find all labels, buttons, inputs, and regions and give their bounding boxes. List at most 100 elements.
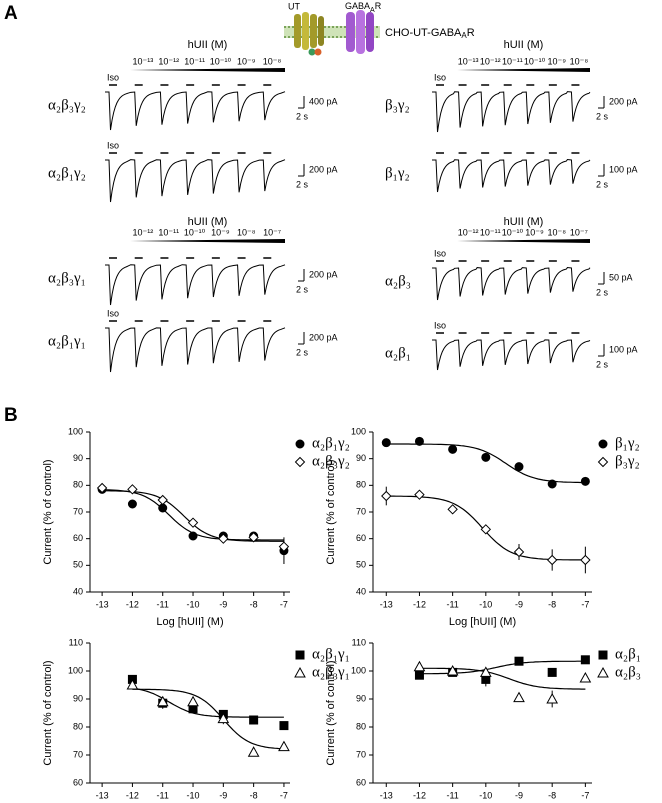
data-point — [188, 697, 198, 706]
y-tick-label: 100 — [351, 426, 366, 436]
current-scale: 200 pA — [309, 332, 338, 342]
x-tick-label: -8 — [548, 599, 556, 609]
legend-label: α₂β₁ — [615, 646, 641, 662]
x-axis-label: Log [hUII] (M) — [449, 616, 516, 628]
current-trace — [105, 92, 285, 130]
iso-label: Iso — [107, 308, 119, 318]
conc-label: 10⁻¹¹ — [184, 56, 205, 66]
x-tick-label: -9 — [219, 599, 227, 609]
conc-label: 10⁻⁹ — [525, 227, 544, 237]
conc-label: 10⁻⁸ — [237, 227, 256, 237]
conc-label: 10⁻¹² — [480, 56, 501, 66]
text: CHO-UT-GABA — [385, 27, 462, 39]
data-point — [547, 694, 557, 703]
y-tick-label: 40 — [356, 586, 366, 596]
y-tick-label: 100 — [351, 665, 366, 675]
conc-label: 10⁻⁷ — [263, 227, 281, 237]
y-tick-label: 80 — [73, 480, 83, 490]
x-tick-label: -7 — [280, 790, 288, 800]
current-trace — [105, 265, 285, 305]
x-tick-label: -10 — [479, 599, 492, 609]
y-tick-label: 60 — [73, 533, 83, 543]
receptor-label: β₃γ₂ — [385, 97, 410, 113]
legend-marker — [295, 668, 305, 677]
x-tick-label: -13 — [380, 599, 393, 609]
panel-label: A — [4, 3, 18, 24]
y-tick-label: 90 — [73, 693, 83, 703]
data-point — [250, 716, 258, 724]
conc-label: 10⁻¹⁰ — [524, 56, 546, 66]
panel-label: B — [4, 405, 18, 426]
x-tick-label: -13 — [380, 790, 393, 800]
time-scale: 2 s — [596, 359, 609, 369]
data-point — [581, 656, 589, 664]
iso-label: Iso — [434, 72, 446, 82]
data-point — [514, 693, 524, 702]
y-tick-label: 110 — [352, 637, 366, 647]
data-point — [449, 445, 457, 453]
time-scale: 2 s — [296, 347, 309, 357]
data-point — [515, 548, 524, 557]
x-tick-label: -11 — [157, 599, 169, 609]
conc-label: 10⁻⁸ — [263, 56, 282, 66]
legend-marker — [599, 651, 607, 659]
y-tick-label: 50 — [356, 560, 366, 570]
conc-label: 10⁻⁹ — [237, 56, 256, 66]
time-scale: 2 s — [596, 287, 609, 297]
conc-bar — [457, 239, 590, 243]
text: R — [375, 1, 382, 11]
receptor-label: α₂β₃ — [385, 273, 411, 289]
x-tick-label: -11 — [446, 790, 458, 800]
current-trace — [432, 160, 590, 192]
current-scale: 200 pA — [609, 96, 638, 106]
conc-label: 10⁻¹³ — [133, 56, 154, 66]
y-tick-label: 110 — [69, 637, 83, 647]
x-tick-label: -9 — [219, 790, 227, 800]
y-tick-label: 90 — [356, 693, 366, 703]
iso-label: Iso — [434, 320, 446, 330]
iso-label: Iso — [107, 72, 119, 82]
fit-curve — [132, 688, 284, 717]
legend-marker — [296, 651, 304, 659]
data-point — [581, 556, 590, 565]
legend-marker — [296, 458, 305, 467]
current-scale: 200 pA — [309, 164, 338, 174]
legend-label: α₂β₃ — [615, 664, 641, 680]
data-point — [415, 437, 423, 445]
data-point — [189, 518, 198, 527]
receptor-label: β₁γ₂ — [385, 165, 410, 181]
y-tick-label: 80 — [73, 721, 83, 731]
x-tick-label: -8 — [250, 599, 258, 609]
x-tick-label: -10 — [187, 790, 200, 800]
y-tick-label: 70 — [356, 749, 366, 759]
x-tick-label: -13 — [96, 599, 109, 609]
x-tick-label: -12 — [413, 599, 426, 609]
legend-marker — [599, 440, 607, 448]
current-scale: 100 pA — [609, 164, 638, 174]
x-tick-label: -13 — [96, 790, 109, 800]
y-tick-label: 60 — [356, 533, 366, 543]
y-tick-label: 100 — [68, 665, 83, 675]
conc-label: 10⁻¹⁰ — [184, 227, 206, 237]
receptor-label: α₂β₁γ₂ — [48, 165, 86, 181]
y-axis-label: Current (% of control) — [325, 660, 337, 765]
y-tick-label: 60 — [356, 777, 366, 787]
receptor-label: α₂β₁ — [385, 345, 411, 361]
data-point — [515, 657, 523, 665]
iso-label: Iso — [107, 140, 119, 150]
conc-title: hUII (M) — [188, 39, 228, 51]
conc-label: 10⁻¹² — [133, 227, 154, 237]
data-point — [128, 500, 136, 508]
receptor-label: α₂β₁γ₁ — [48, 333, 86, 349]
data-point — [448, 505, 457, 514]
data-point — [482, 453, 490, 461]
y-tick-label: 50 — [73, 560, 83, 570]
conc-title: hUII (M) — [504, 39, 544, 51]
legend-label: β₁γ₂ — [615, 435, 640, 451]
y-axis-label: Current (% of control) — [42, 660, 54, 765]
receptor-label: α₂β₃γ₂ — [48, 97, 86, 113]
data-point — [279, 742, 289, 751]
y-tick-label: 70 — [73, 749, 83, 759]
x-tick-label: -9 — [515, 790, 523, 800]
